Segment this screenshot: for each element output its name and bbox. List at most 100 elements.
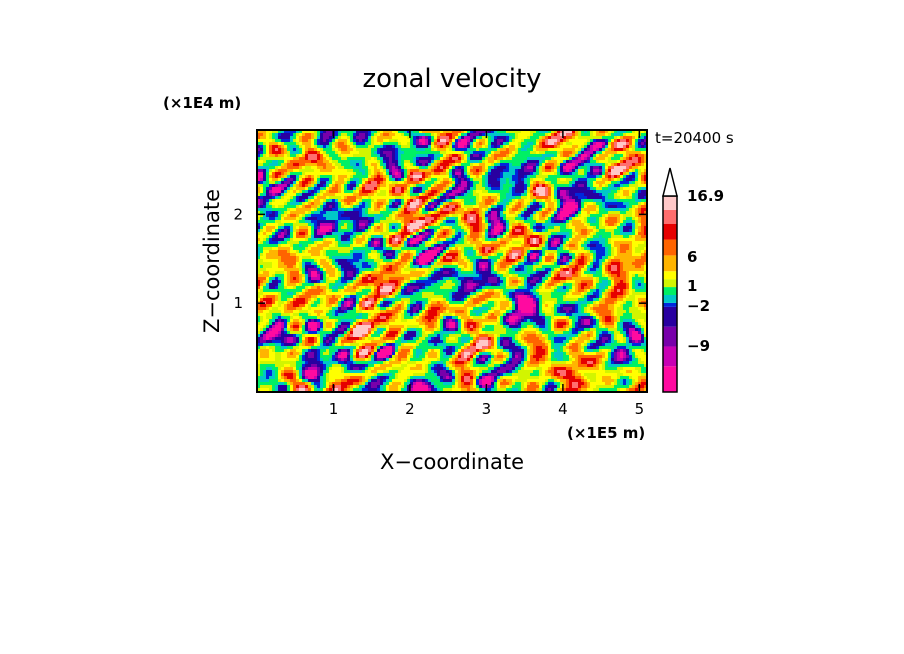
field-cell	[509, 181, 516, 185]
field-cell	[425, 238, 429, 242]
field-cell	[638, 154, 645, 158]
time-label: t=20400 s	[655, 129, 734, 147]
field-cell	[329, 205, 333, 209]
field-cell	[506, 241, 510, 245]
field-cell	[281, 172, 285, 176]
field-cell	[368, 274, 372, 278]
field-cell	[290, 172, 303, 176]
field-cell	[602, 205, 606, 209]
field-cell	[641, 169, 645, 173]
field-cell	[524, 145, 531, 149]
field-cell	[572, 166, 576, 170]
field-cell	[287, 202, 291, 206]
field-cell	[584, 142, 588, 146]
field-cell	[392, 307, 396, 311]
field-cell	[275, 214, 279, 218]
field-cell	[302, 217, 306, 221]
field-cell	[623, 154, 627, 158]
field-cell	[377, 139, 384, 143]
field-cell	[263, 250, 270, 254]
field-cell	[443, 229, 450, 233]
field-cell	[536, 307, 540, 311]
field-cell	[605, 214, 609, 218]
field-cell	[545, 181, 549, 185]
field-cell	[323, 214, 339, 218]
field-cell	[614, 223, 618, 227]
field-cell	[611, 130, 615, 134]
field-cell	[455, 148, 468, 152]
field-cell	[524, 193, 528, 197]
field-cell	[404, 229, 408, 233]
field-cell	[257, 259, 264, 263]
field-cell	[470, 157, 483, 161]
field-cell	[524, 235, 531, 239]
field-cell	[515, 214, 519, 218]
field-cell	[542, 199, 546, 203]
field-cell	[620, 280, 624, 284]
field-cell	[500, 163, 510, 167]
field-cell	[485, 181, 489, 185]
field-cell	[338, 130, 342, 134]
field-cell	[425, 223, 429, 227]
field-cell	[536, 208, 540, 212]
field-cell	[461, 181, 468, 185]
field-cell	[509, 205, 513, 209]
field-cell	[626, 160, 639, 164]
field-cell	[299, 214, 303, 218]
field-cell	[488, 205, 492, 209]
field-cell	[590, 223, 600, 227]
field-cell	[587, 145, 591, 149]
field-cell	[509, 142, 519, 146]
field-cell	[269, 142, 279, 146]
field-cell	[524, 262, 534, 266]
field-cell	[506, 130, 522, 134]
field-cell	[410, 253, 414, 257]
field-cell	[566, 301, 570, 305]
field-cell	[374, 220, 381, 224]
field-cell	[437, 235, 447, 239]
field-cell	[575, 184, 579, 188]
field-cell	[512, 223, 519, 227]
field-cell	[557, 283, 561, 287]
field-cell	[632, 304, 636, 308]
field-cell	[281, 142, 285, 146]
field-cell	[302, 190, 306, 194]
field-cell	[374, 241, 378, 245]
field-cell	[503, 175, 513, 179]
field-cell	[404, 244, 408, 248]
field-cell	[260, 223, 264, 227]
field-cell	[485, 133, 510, 137]
field-cell	[491, 307, 495, 311]
field-cell	[581, 280, 594, 284]
field-cell	[440, 241, 444, 245]
field-cell	[593, 274, 603, 278]
field-cell	[401, 157, 414, 161]
field-cell	[263, 286, 267, 290]
field-cell	[416, 262, 420, 266]
field-cell	[416, 139, 420, 143]
field-cell	[506, 208, 510, 212]
field-cell	[521, 241, 525, 245]
field-cell	[437, 253, 441, 257]
field-cell	[515, 148, 519, 152]
field-cell	[269, 193, 273, 197]
field-cell	[590, 145, 594, 149]
field-cell	[596, 142, 603, 146]
field-cell	[314, 178, 318, 182]
field-cell	[284, 154, 288, 158]
field-cell	[629, 175, 636, 179]
field-cell	[539, 208, 543, 212]
field-cell	[308, 202, 312, 206]
field-cell	[530, 241, 534, 245]
field-cell	[482, 292, 486, 296]
field-cell	[356, 133, 360, 137]
field-cell	[545, 205, 549, 209]
field-cell	[263, 169, 267, 173]
field-cell	[467, 166, 471, 170]
field-cell	[509, 163, 513, 167]
field-cell	[554, 286, 558, 290]
field-cell	[380, 256, 384, 260]
field-cell	[299, 262, 303, 266]
field-cell	[470, 139, 474, 143]
field-cell	[374, 304, 378, 308]
